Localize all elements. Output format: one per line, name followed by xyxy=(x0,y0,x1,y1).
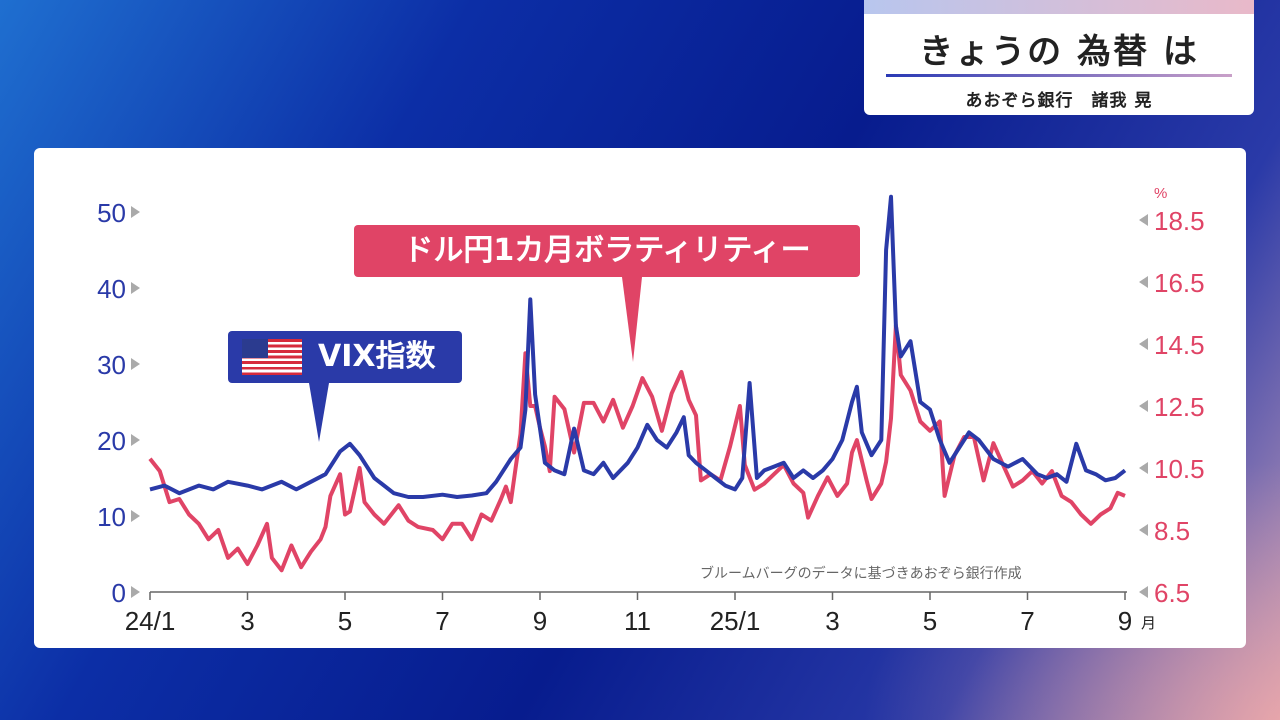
x-tick-label: 11 xyxy=(624,606,651,636)
us-flag-icon xyxy=(242,339,302,375)
left-tick-arrow xyxy=(131,358,140,370)
left-tick-label: 20 xyxy=(97,426,126,456)
volatility-line xyxy=(148,323,1126,573)
left-tick-arrow xyxy=(131,206,140,218)
right-tick-label: 8.5 xyxy=(1154,516,1190,546)
volatility-series-label: ドル円1カ月ボラティリティー xyxy=(354,225,860,277)
x-tick-label: 5 xyxy=(338,606,352,636)
x-tick-label: 9 xyxy=(533,606,547,636)
vix-series-label: VIX指数 xyxy=(228,331,462,383)
x-tick-label: 7 xyxy=(1020,606,1034,636)
left-tick-label: 50 xyxy=(97,198,126,228)
x-tick-label: 7 xyxy=(435,606,449,636)
left-tick-arrow xyxy=(131,434,140,446)
right-tick-label: 16.5 xyxy=(1154,268,1205,298)
source-note: ブルームバーグのデータに基づきあおぞら銀行作成 xyxy=(700,566,1022,582)
volatility-label-pointer xyxy=(622,277,642,362)
x-tick-label: 9 xyxy=(1118,606,1132,636)
left-tick-arrow xyxy=(131,282,140,294)
title-divider xyxy=(886,74,1232,77)
x-tick-label: 24/1 xyxy=(125,606,176,636)
right-tick-label: 18.5 xyxy=(1154,206,1205,236)
program-title: きょうの 為替 は xyxy=(919,32,1199,72)
x-tick-label: 3 xyxy=(240,606,254,636)
left-tick-arrow xyxy=(131,586,140,598)
left-tick-arrow xyxy=(131,510,140,522)
vix-label-pointer xyxy=(309,383,329,442)
title-accent-bar xyxy=(864,0,1254,14)
vix-label-text: VIX指数 xyxy=(318,339,436,374)
x-month-suffix: 月 xyxy=(1141,615,1156,632)
x-tick-label: 25/1 xyxy=(710,606,761,636)
right-tick-label: 12.5 xyxy=(1154,392,1205,422)
presenter-name: あおぞら銀行 諸我 晃 xyxy=(965,91,1153,111)
x-tick-label: 3 xyxy=(825,606,839,636)
left-tick-label: 10 xyxy=(97,502,126,532)
right-tick-arrow xyxy=(1139,276,1148,288)
vix-line xyxy=(149,194,1127,499)
right-tick-arrow xyxy=(1139,338,1148,350)
right-tick-arrow xyxy=(1139,586,1148,598)
volatility-label-text: ドル円1カ月ボラティリティー xyxy=(403,233,811,268)
left-tick-label: 0 xyxy=(112,578,126,608)
right-tick-arrow xyxy=(1139,524,1148,536)
program-title-box: きょうの 為替 は あおぞら銀行 諸我 晃 xyxy=(864,0,1254,115)
right-tick-label: 6.5 xyxy=(1154,578,1190,608)
right-tick-arrow xyxy=(1139,214,1148,226)
left-tick-label: 40 xyxy=(97,274,126,304)
right-tick-label: 10.5 xyxy=(1154,454,1205,484)
right-tick-arrow xyxy=(1139,400,1148,412)
left-tick-label: 30 xyxy=(97,350,126,380)
x-tick-label: 5 xyxy=(923,606,937,636)
right-tick-label: 14.5 xyxy=(1154,330,1205,360)
right-axis-unit: % xyxy=(1154,185,1167,202)
right-tick-arrow xyxy=(1139,462,1148,474)
